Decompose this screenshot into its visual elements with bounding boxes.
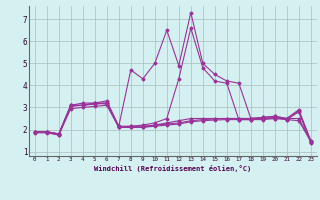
X-axis label: Windchill (Refroidissement éolien,°C): Windchill (Refroidissement éolien,°C) bbox=[94, 165, 252, 172]
